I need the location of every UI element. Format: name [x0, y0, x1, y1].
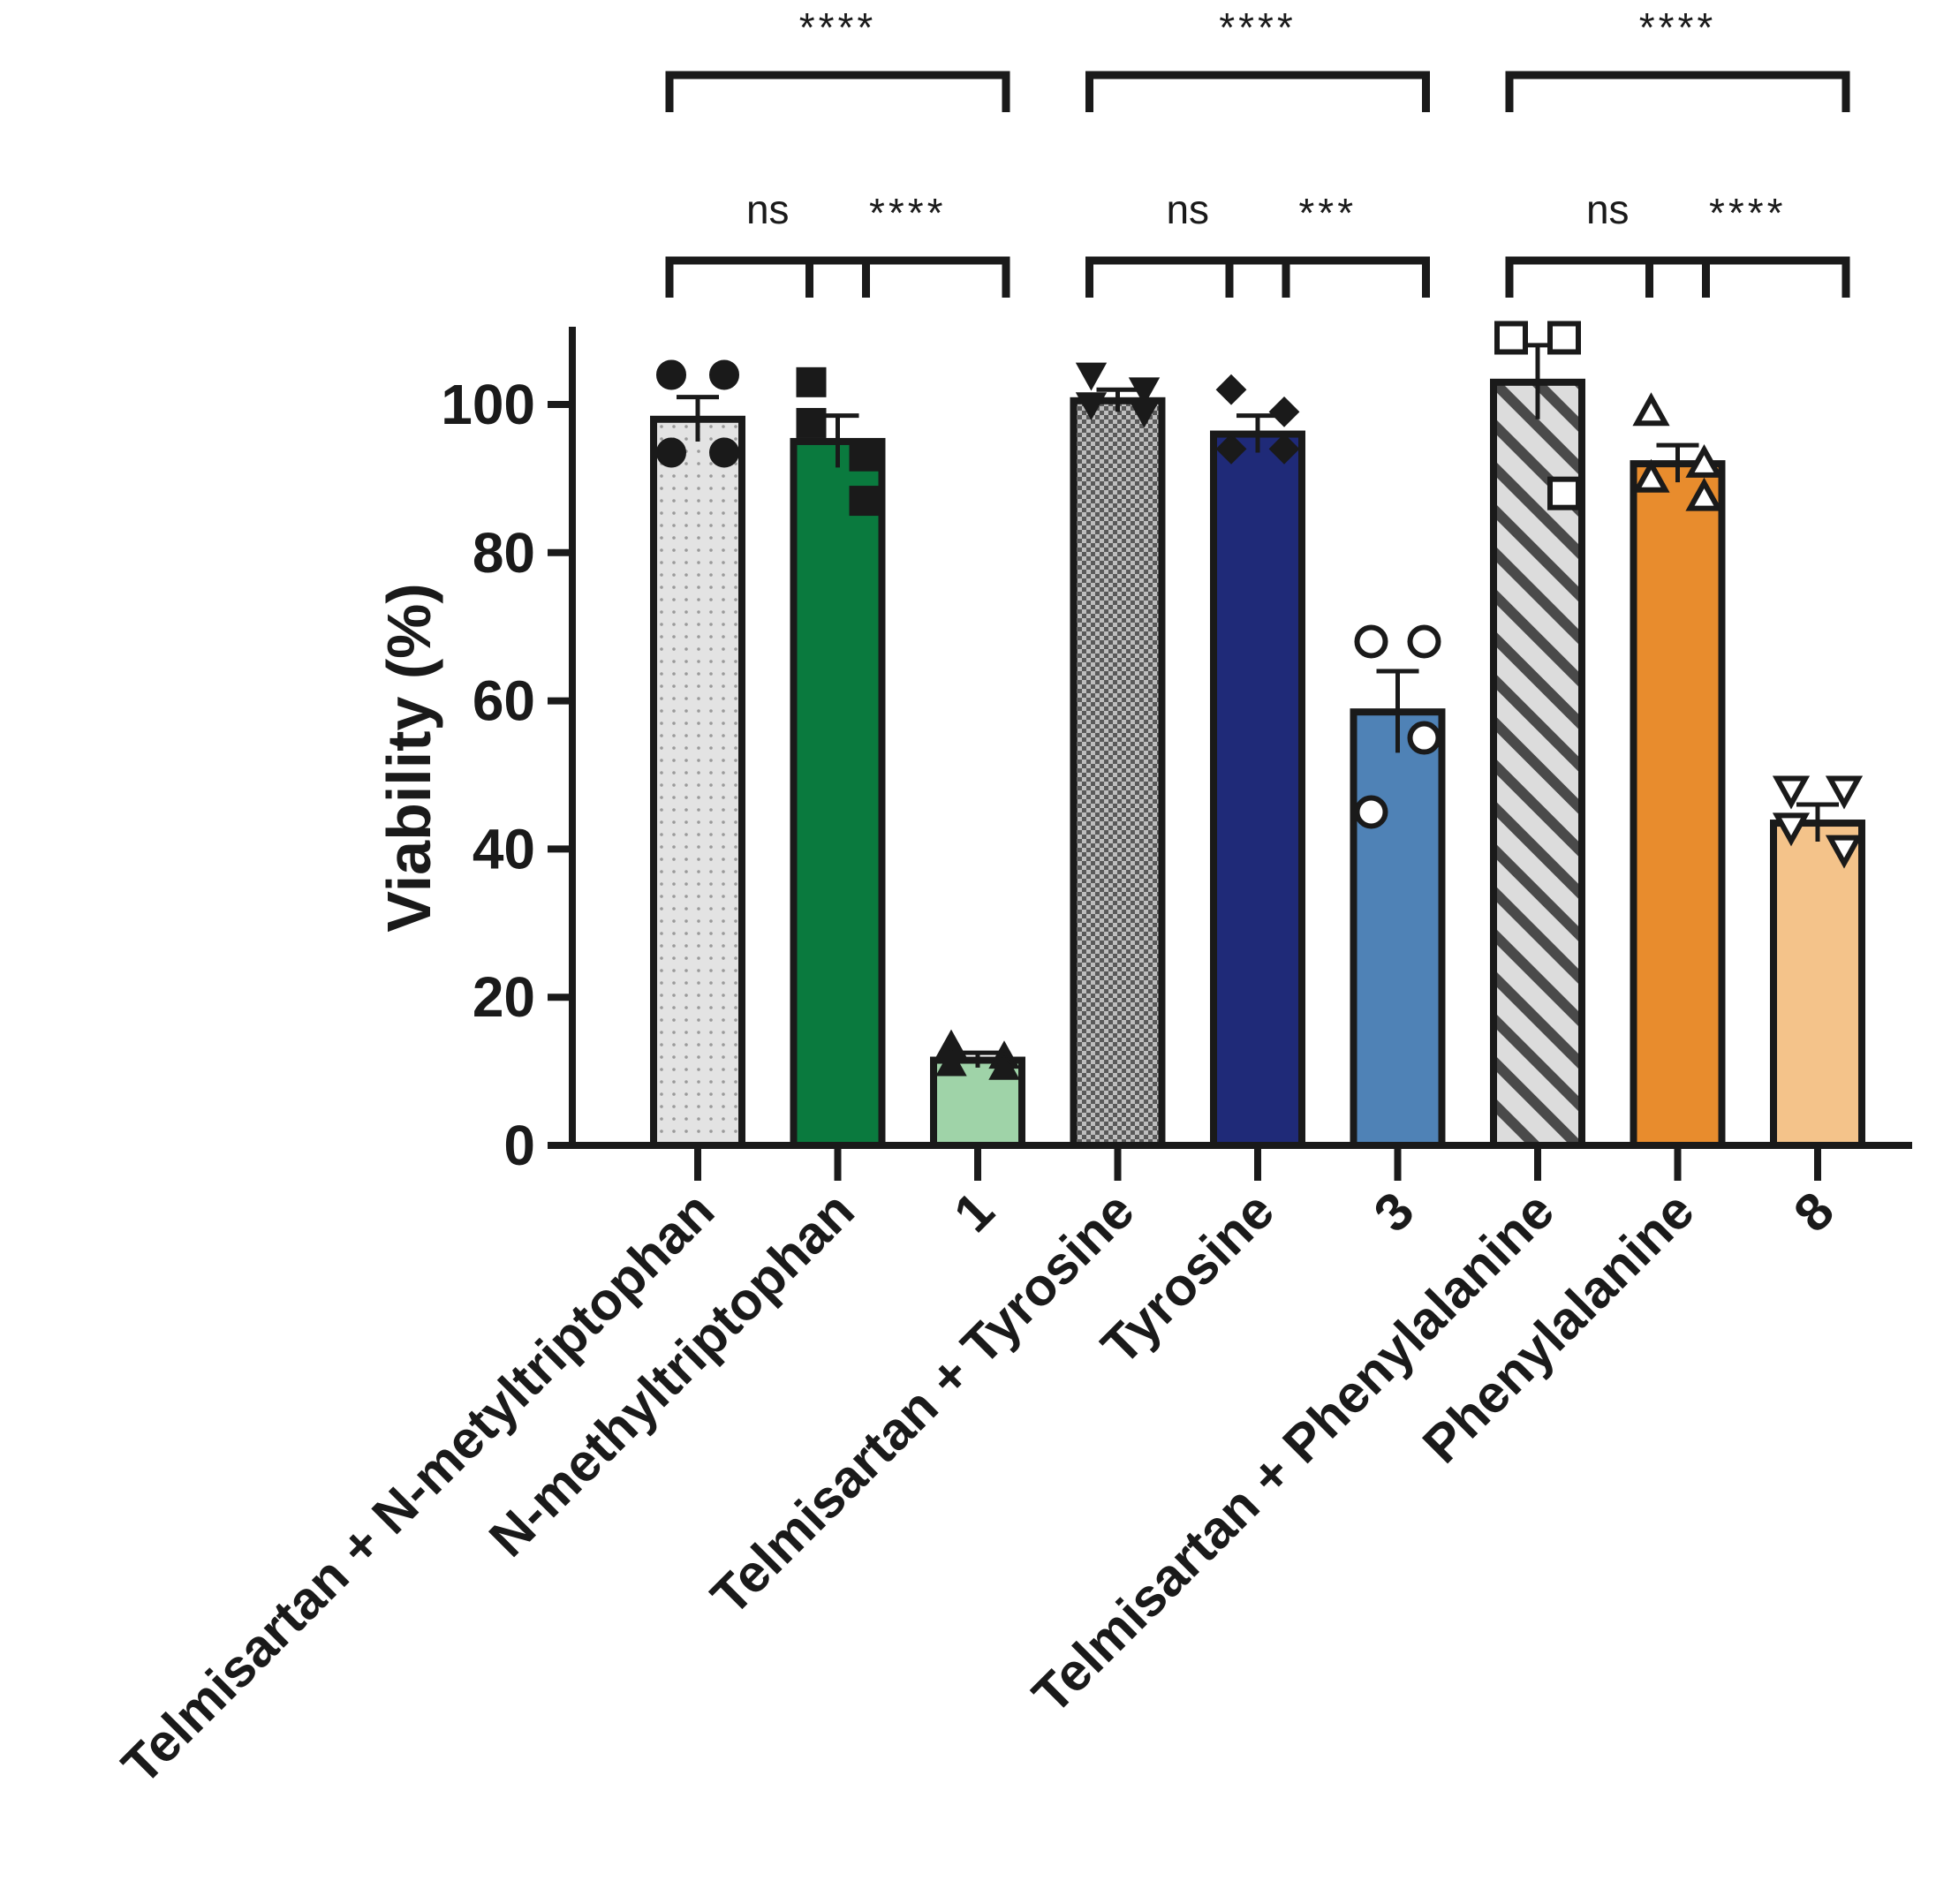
data-point	[1215, 374, 1247, 405]
x-tick-label: 1	[942, 1181, 1005, 1243]
data-point	[709, 437, 739, 468]
x-tick-label: 8	[1782, 1181, 1845, 1243]
data-point	[1407, 624, 1441, 659]
data-point	[849, 486, 880, 517]
data-point	[1128, 399, 1161, 428]
data-point	[656, 359, 686, 390]
significance-brackets: **** **** **** ns **** ns *** ns ****	[665, 4, 1850, 298]
bar	[1630, 460, 1726, 1149]
significance-label: ****	[1639, 4, 1717, 50]
data-point	[988, 1051, 1020, 1080]
data-point	[1685, 477, 1723, 511]
significance-bracket	[665, 256, 870, 298]
bar	[790, 437, 886, 1149]
data-point	[1547, 321, 1581, 355]
y-tick-label: 20	[473, 965, 535, 1029]
bar	[1350, 708, 1446, 1149]
significance-label: ns	[1166, 186, 1209, 232]
data-points	[656, 321, 1864, 1080]
y-tick-label: 80	[473, 521, 535, 585]
y-tick-label: 100	[441, 373, 535, 436]
x-axis: Telmisartan + N-metyltriptophanN-methylt…	[110, 1142, 1912, 1795]
y-axis-title: Viability (%)	[374, 583, 443, 932]
data-point	[796, 407, 827, 438]
data-point	[1268, 433, 1300, 465]
data-point	[935, 1047, 967, 1077]
significance-bracket	[1225, 256, 1430, 298]
significance-label: ****	[869, 190, 947, 236]
significance-label: ns	[1586, 186, 1630, 232]
data-point	[1494, 321, 1528, 355]
significance-bracket	[1085, 71, 1430, 112]
data-point	[1632, 458, 1670, 493]
data-point	[1407, 721, 1441, 755]
data-point	[1354, 624, 1388, 659]
significance-bracket	[1505, 71, 1850, 112]
bar	[1210, 430, 1305, 1149]
data-point	[656, 437, 686, 468]
data-point	[709, 359, 739, 390]
x-tick-label: 3	[1363, 1181, 1426, 1243]
data-point	[1354, 795, 1388, 829]
bars	[650, 378, 1865, 1150]
x-tick-label: Telmisartan + N-metyltriptophan	[110, 1181, 725, 1795]
data-point	[1128, 377, 1161, 406]
data-point	[1825, 775, 1864, 810]
significance-label: ****	[799, 4, 877, 50]
significance-label: ****	[1219, 4, 1297, 50]
y-tick-label: 0	[503, 1114, 535, 1177]
data-point	[1075, 392, 1108, 421]
significance-bracket	[665, 71, 1010, 112]
data-point	[1268, 396, 1300, 427]
y-tick-label: 60	[473, 669, 535, 733]
significance-bracket	[1085, 256, 1290, 298]
significance-label: ****	[1709, 190, 1787, 236]
data-point	[1075, 362, 1108, 391]
data-point	[1215, 433, 1247, 465]
y-tick-label: 40	[473, 817, 535, 880]
y-axis: 0 20 40 60 80 100	[441, 327, 576, 1177]
data-point	[1547, 476, 1581, 510]
significance-bracket	[1645, 256, 1850, 298]
bar	[1070, 397, 1166, 1149]
significance-label: ***	[1298, 190, 1357, 236]
significance-bracket	[805, 256, 1010, 298]
data-point	[1772, 812, 1811, 847]
data-point	[796, 366, 827, 397]
significance-bracket	[1505, 256, 1710, 298]
bar	[650, 415, 745, 1149]
bar	[1770, 820, 1865, 1149]
data-point	[1632, 392, 1670, 427]
data-point	[1685, 443, 1723, 478]
data-point	[1772, 775, 1811, 810]
data-point	[849, 441, 880, 472]
data-point	[1825, 835, 1864, 869]
significance-label: ns	[746, 186, 790, 232]
